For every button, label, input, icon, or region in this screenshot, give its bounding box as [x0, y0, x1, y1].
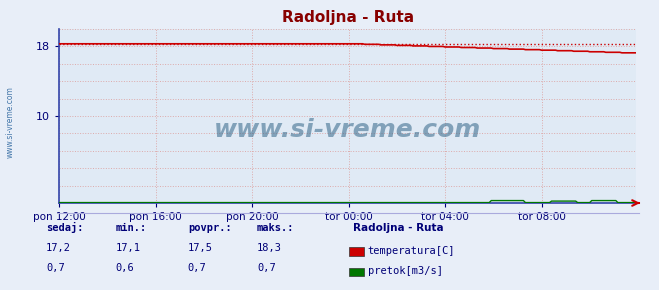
Text: Radoljna - Ruta: Radoljna - Ruta [353, 222, 444, 233]
Text: povpr.:: povpr.: [188, 222, 231, 233]
Text: 0,7: 0,7 [188, 263, 206, 273]
Text: www.si-vreme.com: www.si-vreme.com [214, 118, 481, 142]
Text: 0,6: 0,6 [115, 263, 134, 273]
Text: 17,5: 17,5 [188, 243, 213, 253]
Text: 0,7: 0,7 [257, 263, 275, 273]
Text: temperatura[C]: temperatura[C] [368, 246, 455, 256]
Text: maks.:: maks.: [257, 222, 295, 233]
Text: sedaj:: sedaj: [46, 222, 84, 233]
Text: 0,7: 0,7 [46, 263, 65, 273]
Text: 18,3: 18,3 [257, 243, 282, 253]
Text: 17,2: 17,2 [46, 243, 71, 253]
Title: Radoljna - Ruta: Radoljna - Ruta [281, 10, 414, 25]
Text: 17,1: 17,1 [115, 243, 140, 253]
Text: pretok[m3/s]: pretok[m3/s] [368, 266, 443, 276]
Text: www.si-vreme.com: www.si-vreme.com [5, 86, 14, 158]
Text: min.:: min.: [115, 222, 146, 233]
